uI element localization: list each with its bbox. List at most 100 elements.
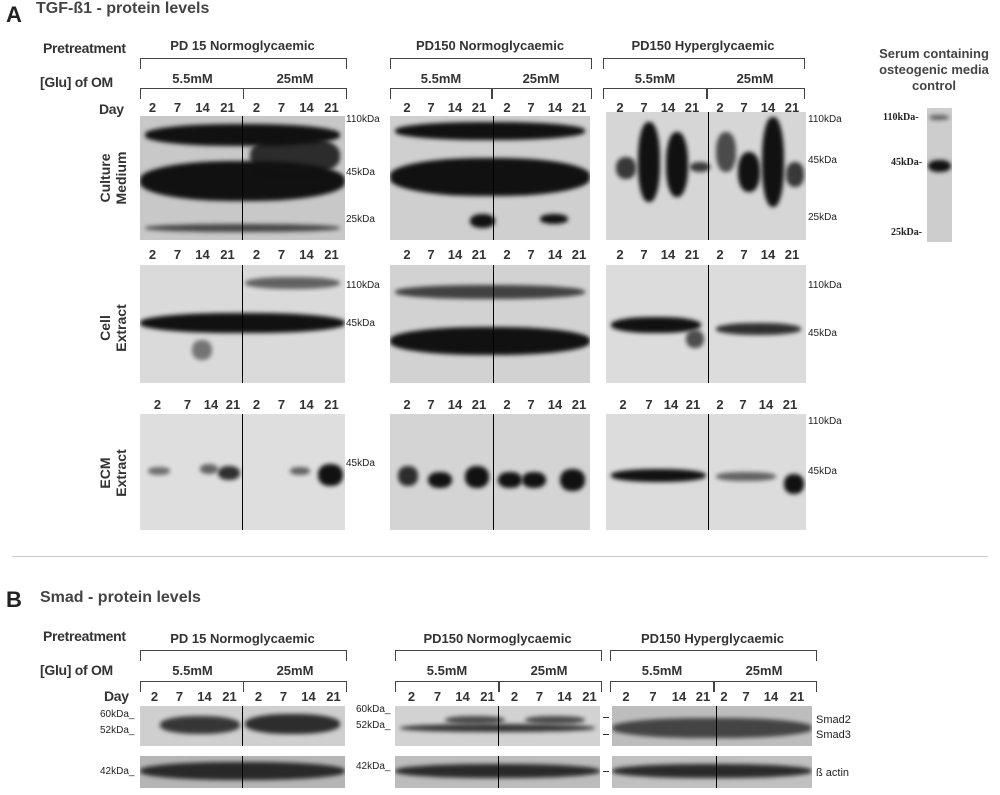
day-num: 14 xyxy=(760,247,776,262)
day-num: 7 xyxy=(427,100,435,115)
marker-45: 45kDa xyxy=(808,328,837,339)
day-num: 2 xyxy=(252,397,261,412)
day-num: 2 xyxy=(148,247,157,262)
group-bracket xyxy=(140,58,347,69)
glu-25mm: 25mM xyxy=(745,663,783,678)
control-marker-45: 45kDa- xyxy=(891,157,923,168)
blot-cell-pd15 xyxy=(140,265,345,383)
glu-bracket xyxy=(610,681,714,692)
glu-5mm: 5.5mM xyxy=(426,663,468,678)
day-num: 7 xyxy=(433,689,442,704)
day-row: 2 7 14 21 2 7 14 21 xyxy=(608,100,808,115)
marker-25: 25kDa xyxy=(346,214,375,225)
tick-mark xyxy=(603,771,609,772)
day-num: 2 xyxy=(148,100,157,115)
day-num: 21 xyxy=(782,397,798,412)
blot-ecm-pd150n xyxy=(390,414,590,530)
day-num: 2 xyxy=(153,397,162,412)
day-num: 21 xyxy=(324,247,339,262)
day-num: 2 xyxy=(254,689,263,704)
row-label-line2: Extract xyxy=(113,304,129,352)
day-num: 21 xyxy=(326,689,341,704)
day-num: 2 xyxy=(716,247,724,262)
day-row: 2 7 14 21 2 7 14 21 xyxy=(612,689,817,704)
day-num: 21 xyxy=(684,100,700,115)
day-num: 14 xyxy=(547,397,563,412)
day-num: 21 xyxy=(480,689,495,704)
day-num: 21 xyxy=(220,247,235,262)
glu-25mm: 25mM xyxy=(530,663,568,678)
control-marker-110: 110kDa- xyxy=(883,112,919,123)
day-num: 7 xyxy=(527,100,535,115)
marker-60: 60kDa_ xyxy=(100,709,135,720)
group-title-pd150-normo: PD150 Normoglycaemic xyxy=(423,631,572,646)
marker-45: 45kDa xyxy=(346,458,375,469)
day-num: 7 xyxy=(740,247,748,262)
day-num: 2 xyxy=(716,100,724,115)
control-marker-25: 25kDa- xyxy=(891,227,923,238)
glu-5mm: 5.5mM xyxy=(172,663,213,678)
marker-110: 110kDa xyxy=(346,114,380,125)
day-num: 14 xyxy=(447,397,463,412)
blot-smad-pd15 xyxy=(140,706,345,746)
day-num: 7 xyxy=(427,397,435,412)
day-label: Day xyxy=(104,688,129,704)
control-title-line1: Serum containing xyxy=(879,46,989,61)
group-title-pd15: PD 15 Normoglycaemic xyxy=(170,38,315,53)
marker-110: 110kDa xyxy=(808,280,842,291)
day-num: 2 xyxy=(616,100,624,115)
day-num: 2 xyxy=(252,100,261,115)
day-num: 7 xyxy=(183,397,192,412)
day-num: 2 xyxy=(403,397,411,412)
marker-45: 45kDa xyxy=(808,155,837,166)
blot-control xyxy=(927,108,952,242)
tick-mark xyxy=(603,717,609,718)
day-num: 14 xyxy=(547,247,563,262)
blot-culture-pd150h xyxy=(606,112,806,240)
day-num: 14 xyxy=(763,689,779,704)
day-num: 7 xyxy=(527,397,535,412)
day-row: 2 7 14 21 2 7 14 21 xyxy=(608,397,808,412)
day-num: 2 xyxy=(503,100,511,115)
day-num: 21 xyxy=(695,689,711,704)
group-bracket xyxy=(140,650,347,661)
day-num: 21 xyxy=(784,247,800,262)
panel-separator xyxy=(12,556,988,557)
glu-25mm: 25mM xyxy=(736,71,774,86)
day-num: 2 xyxy=(622,689,630,704)
glu-5mm: 5.5mM xyxy=(420,71,462,86)
day-row: 2 7 14 21 2 7 14 21 xyxy=(395,100,595,115)
panel-b-title: Smad - protein levels xyxy=(40,589,201,606)
row-label-line1: ECM xyxy=(97,457,113,489)
day-num: 7 xyxy=(739,397,747,412)
day-num: 7 xyxy=(279,689,288,704)
control-title: Serum containing osteogenic media contro… xyxy=(868,46,1000,94)
row-label-line1: Cell xyxy=(97,315,113,341)
day-num: 14 xyxy=(455,689,470,704)
day-row: 2 7 14 21 2 7 14 21 xyxy=(395,397,595,412)
marker-25: 25kDa xyxy=(808,212,837,223)
day-num: 14 xyxy=(299,397,314,412)
group-title-pd150-normo: PD150 Normoglycaemic xyxy=(415,38,565,53)
day-num: 21 xyxy=(225,397,241,412)
day-num: 2 xyxy=(403,100,411,115)
day-num: 14 xyxy=(447,247,463,262)
row-label-cell-extract: Cell Extract xyxy=(97,298,133,358)
day-num: 7 xyxy=(742,689,750,704)
day-num: 21 xyxy=(571,100,587,115)
day-num: 14 xyxy=(660,247,676,262)
pretreatment-label: Pretreatment xyxy=(43,40,126,56)
day-num: 14 xyxy=(663,397,679,412)
glu-bracket xyxy=(243,681,347,692)
day-num: 21 xyxy=(220,100,235,115)
day-num: 2 xyxy=(616,247,624,262)
glu-bracket xyxy=(492,88,592,99)
row-label-ecm-extract: ECM Extract xyxy=(97,443,133,503)
group-bracket xyxy=(390,58,592,69)
day-num: 2 xyxy=(503,247,511,262)
day-num: 21 xyxy=(324,397,339,412)
glu-5mm: 5.5mM xyxy=(634,71,676,86)
day-num: 14 xyxy=(301,689,316,704)
glu-25mm: 25mM xyxy=(522,71,560,86)
group-title-pd15: PD 15 Normoglycaemic xyxy=(170,631,315,646)
